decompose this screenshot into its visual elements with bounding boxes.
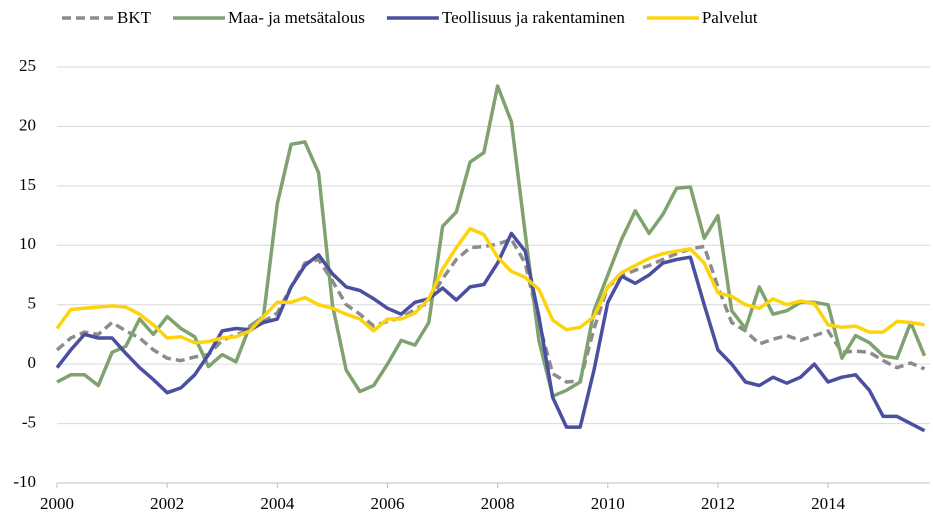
x-tick-label: 2002: [150, 494, 184, 513]
x-tick-label: 2006: [370, 494, 404, 513]
legend-label: Maa- ja metsätalous: [228, 8, 365, 27]
x-tick-label: 2014: [811, 494, 846, 513]
x-tick-label: 2010: [591, 494, 625, 513]
legend-label: Palvelut: [702, 8, 758, 27]
series-line: [55, 226, 925, 345]
series-line: [55, 237, 926, 384]
y-tick-label: 20: [19, 115, 36, 134]
x-tick-label: 2004: [260, 494, 295, 513]
y-tick-label: 0: [28, 353, 37, 372]
legend-label: Teollisuus ja rakentaminen: [442, 8, 625, 27]
y-tick-label: 10: [19, 234, 36, 253]
x-tick-label: 2000: [40, 494, 74, 513]
series-line: [55, 231, 926, 433]
y-tick-label: 5: [28, 294, 37, 313]
x-tick-label: 2012: [701, 494, 735, 513]
y-tick-label: -5: [22, 412, 36, 431]
series-line: [56, 84, 927, 398]
y-tick-label: 25: [19, 56, 36, 75]
y-tick-label: 15: [19, 175, 36, 194]
y-tick-label: -10: [13, 472, 36, 491]
x-tick-label: 2008: [481, 494, 515, 513]
legend-label: BKT: [117, 8, 152, 27]
